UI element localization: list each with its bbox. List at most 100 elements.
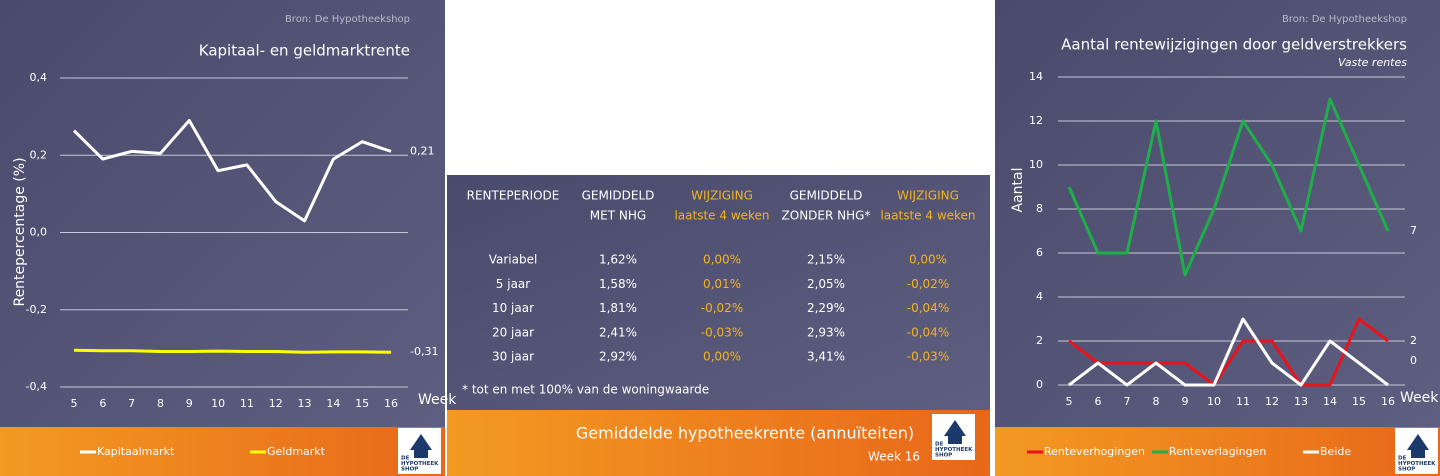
- logo-text: SHOP: [401, 467, 418, 473]
- logo-text: SHOP: [935, 453, 952, 459]
- table-cell: 2,15%: [807, 253, 845, 267]
- x-tick-label: 12: [1265, 395, 1279, 408]
- table-cell: 0,00%: [909, 253, 947, 267]
- week-label: Week 16: [868, 450, 920, 464]
- x-tick-label: 9: [1182, 395, 1189, 408]
- series-line: [1067, 97, 1390, 277]
- table-cell: 0,00%: [703, 253, 741, 267]
- logo-text: DE: [401, 456, 410, 462]
- table-title: Gemiddelde hypotheekrente (annuïteiten): [576, 424, 914, 443]
- table-cell: 2,29%: [807, 301, 845, 315]
- y-tick-label: 12: [1029, 114, 1043, 127]
- x-axis-label: Week: [418, 392, 457, 408]
- legend-label: Renteverhogingen: [1044, 445, 1145, 458]
- x-tick-label: 8: [1153, 395, 1160, 408]
- right-legend-band: [995, 427, 1440, 476]
- table-cell: 2,41%: [599, 325, 637, 339]
- x-tick-label: 13: [1294, 395, 1308, 408]
- y-tick-label: -0,4: [26, 380, 47, 393]
- x-tick-label: 11: [1236, 395, 1250, 408]
- y-tick-label: 0,4: [30, 71, 48, 84]
- table-cell: 3,41%: [807, 350, 845, 364]
- x-tick-label: 5: [1066, 395, 1073, 408]
- x-tick-label: 14: [326, 397, 340, 410]
- table-cell: 1,81%: [599, 301, 637, 315]
- x-tick-label: 14: [1323, 395, 1337, 408]
- table-cell: -0,04%: [907, 325, 949, 339]
- left-panel: [0, 0, 445, 427]
- table-header: GEMIDDELD: [582, 189, 655, 203]
- table-header: laatste 4 weken: [880, 209, 975, 223]
- x-axis-label: Week: [1400, 390, 1439, 406]
- data-label: 0,21: [410, 144, 435, 157]
- y-tick-label: 0,0: [30, 226, 48, 239]
- chart-subtitle: Vaste rentes: [1338, 56, 1407, 69]
- table-cell: 2,93%: [807, 325, 845, 339]
- table-cell: -0,02%: [907, 277, 949, 291]
- table-cell: 0,00%: [703, 350, 741, 364]
- legend-label: Beide: [1320, 445, 1351, 458]
- y-tick-label: -0,2: [26, 303, 47, 316]
- legend-label: Kapitaalmarkt: [97, 445, 175, 458]
- logo-text: HYPOTHEEK: [1398, 461, 1436, 467]
- x-tick-label: 15: [355, 397, 369, 410]
- source: Bron: De Hypotheekshop: [285, 14, 410, 25]
- logo-house: [944, 420, 966, 444]
- x-tick-label: 13: [298, 397, 312, 410]
- logo-house: [1407, 434, 1429, 458]
- table-header: WIJZIGING: [691, 189, 753, 203]
- logo-text: DE: [935, 442, 944, 448]
- data-label: 7: [1410, 224, 1417, 237]
- table-cell: -0,03%: [907, 350, 949, 364]
- table-cell: -0,03%: [701, 325, 743, 339]
- logo-text: DE: [1398, 456, 1407, 462]
- legend-label: Geldmarkt: [267, 445, 326, 458]
- x-tick-label: 11: [240, 397, 254, 410]
- chart-title: Aantal rentewijzigingen door geldverstre…: [1061, 36, 1407, 54]
- chart-title: Kapitaal- en geldmarktrente: [199, 42, 410, 60]
- y-axis-label: Rentepercentage (%): [12, 157, 28, 306]
- data-label: 2: [1410, 334, 1417, 347]
- table-cell: Variabel: [489, 253, 538, 267]
- series-line: [72, 118, 392, 223]
- table-cell: 5 jaar: [496, 277, 530, 291]
- x-tick-label: 12: [269, 397, 283, 410]
- y-tick-label: 8: [1036, 202, 1043, 215]
- series-line: [1068, 317, 1389, 387]
- series-line: [73, 348, 392, 354]
- x-tick-label: 7: [1124, 395, 1131, 408]
- data-label: -0,31: [410, 345, 438, 358]
- footnote: * tot en met 100% van de woningwaarde: [462, 383, 709, 397]
- logo-text: HYPOTHEEK: [935, 447, 973, 453]
- table-cell: 10 jaar: [492, 301, 534, 315]
- table-header: laatste 4 weken: [674, 209, 769, 223]
- x-tick-label: 10: [1207, 395, 1221, 408]
- x-tick-label: 6: [1095, 395, 1102, 408]
- table-header: GEMIDDELD: [790, 189, 863, 203]
- x-tick-label: 16: [1381, 395, 1395, 408]
- table-cell: -0,04%: [907, 301, 949, 315]
- y-tick-label: 6: [1036, 246, 1043, 259]
- x-tick-label: 5: [71, 397, 78, 410]
- left-legend-band: [0, 427, 445, 476]
- right-panel: [995, 0, 1440, 427]
- table-header: WIJZIGING: [897, 189, 959, 203]
- logo-text: HYPOTHEEK: [401, 461, 439, 467]
- table-header: MET NHG: [590, 209, 646, 223]
- table-cell: -0,02%: [701, 301, 743, 315]
- logo-text: SHOP: [1398, 467, 1415, 473]
- series-line: [1068, 317, 1389, 387]
- x-tick-label: 6: [99, 397, 106, 410]
- table-cell: 0,01%: [703, 277, 741, 291]
- legend-label: Renteverlagingen: [1169, 445, 1266, 458]
- y-tick-label: 2: [1036, 334, 1043, 347]
- table-panel: [447, 175, 990, 410]
- table-cell: 30 jaar: [492, 350, 534, 364]
- table-footer: [447, 410, 990, 476]
- x-tick-label: 9: [186, 397, 193, 410]
- table-cell: 2,92%: [599, 350, 637, 364]
- table-cell: 20 jaar: [492, 325, 534, 339]
- table-cell: 2,05%: [807, 277, 845, 291]
